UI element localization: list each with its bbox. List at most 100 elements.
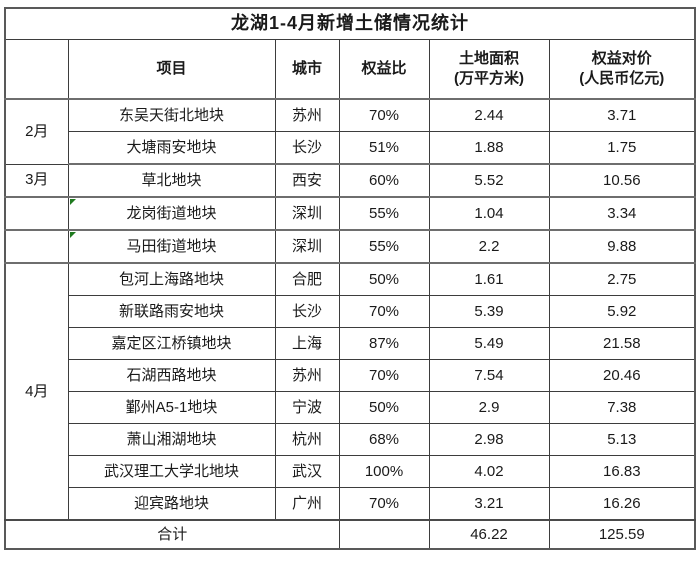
excel-error-indicator-icon <box>69 232 76 238</box>
project-cell: 马田街道地块 <box>67 229 276 264</box>
city-cell: 上海 <box>274 327 340 360</box>
table-title: 龙湖1-4月新增土储情况统计 <box>4 7 696 40</box>
project-cell: 大塘雨安地块 <box>67 131 276 165</box>
table-row: 武汉理工大学北地块 武汉 100% 4.02 16.83 <box>5 455 696 488</box>
equity-ratio-cell: 70% <box>338 295 430 328</box>
project-label: 马田街道地块 <box>126 237 217 255</box>
equity-ratio-cell: 68% <box>338 423 430 456</box>
header-consideration: 权益对价 (人民币亿元) <box>548 39 696 100</box>
table-row: 石湖西路地块 苏州 70% 7.54 20.46 <box>5 359 696 392</box>
project-cell: 包河上海路地块 <box>67 262 276 296</box>
consideration-cell: 1.75 <box>548 131 696 165</box>
consideration-cell: 5.13 <box>548 423 696 456</box>
city-cell: 深圳 <box>274 229 340 264</box>
consideration-cell: 5.92 <box>548 295 696 328</box>
city-cell: 长沙 <box>274 295 340 328</box>
title-row: 龙湖1-4月新增土储情况统计 <box>4 7 696 40</box>
project-cell: 新联路雨安地块 <box>67 295 276 328</box>
consideration-cell: 3.34 <box>548 196 696 231</box>
month-cell-empty <box>4 196 69 231</box>
month-cell-mar: 3月 <box>4 163 69 198</box>
consideration-cell: 2.75 <box>548 262 696 296</box>
land-area-cell: 7.54 <box>428 359 550 392</box>
equity-ratio-cell: 100% <box>338 455 430 488</box>
equity-ratio-cell: 87% <box>338 327 430 360</box>
header-consideration-line1: 权益对价 <box>591 49 652 67</box>
total-equity-ratio-cell <box>338 519 430 550</box>
table-row: 迎宾路地块 广州 70% 3.21 16.26 <box>5 487 696 521</box>
project-label: 龙岗街道地块 <box>126 204 217 222</box>
equity-ratio-cell: 60% <box>338 163 430 198</box>
land-reserve-table: 龙湖1-4月新增土储情况统计 项目 城市 权益比 土地面积 (万平方米) 权益对… <box>4 7 697 550</box>
total-consideration-cell: 125.59 <box>548 519 696 550</box>
excel-error-indicator-icon <box>69 199 76 205</box>
header-land-area-line1: 土地面积 <box>458 49 519 67</box>
equity-ratio-cell: 50% <box>338 391 430 424</box>
city-cell: 苏州 <box>274 359 340 392</box>
project-cell: 草北地块 <box>67 163 276 198</box>
equity-ratio-cell: 55% <box>338 196 430 231</box>
table-row: 马田街道地块 深圳 55% 2.2 9.88 <box>4 229 696 264</box>
consideration-cell: 16.83 <box>548 455 696 488</box>
land-area-cell: 5.49 <box>428 327 550 360</box>
table-row: 新联路雨安地块 长沙 70% 5.39 5.92 <box>5 295 696 328</box>
table-row: 萧山湘湖地块 杭州 68% 2.98 5.13 <box>5 423 696 456</box>
total-row: 合计 46.22 125.59 <box>4 519 696 550</box>
month-cell-apr: 4月 <box>4 262 69 521</box>
consideration-cell: 3.71 <box>548 98 696 132</box>
city-cell: 杭州 <box>274 423 340 456</box>
header-consideration-line2: (人民币亿元) <box>579 70 665 87</box>
equity-ratio-cell: 50% <box>338 262 430 296</box>
header-project: 项目 <box>67 39 276 100</box>
city-cell: 宁波 <box>274 391 340 424</box>
header-row: 项目 城市 权益比 土地面积 (万平方米) 权益对价 (人民币亿元) <box>4 39 696 100</box>
project-cell: 东吴天街北地块 <box>67 98 276 132</box>
land-area-cell: 2.2 <box>428 229 550 264</box>
consideration-cell: 10.56 <box>548 163 696 198</box>
city-cell: 武汉 <box>274 455 340 488</box>
table-row: 2月 东吴天街北地块 苏州 70% 2.44 3.71 <box>4 98 696 165</box>
table-row: 龙岗街道地块 深圳 55% 1.04 3.34 <box>4 196 696 231</box>
city-cell: 西安 <box>274 163 340 198</box>
equity-ratio-cell: 70% <box>338 487 430 521</box>
header-land-area: 土地面积 (万平方米) <box>428 39 550 100</box>
equity-ratio-cell: 51% <box>338 131 430 165</box>
consideration-cell: 9.88 <box>548 229 696 264</box>
header-month <box>4 39 69 100</box>
total-label-cell: 合计 <box>4 519 340 550</box>
header-land-area-line2: (万平方米) <box>454 70 524 87</box>
project-cell: 石湖西路地块 <box>67 359 276 392</box>
header-equity-ratio: 权益比 <box>338 39 430 100</box>
project-cell: 鄞州A5-1地块 <box>67 391 276 424</box>
consideration-cell: 21.58 <box>548 327 696 360</box>
land-area-cell: 2.44 <box>428 98 550 132</box>
consideration-cell: 20.46 <box>548 359 696 392</box>
table-row: 4月 包河上海路地块 合肥 50% 1.61 2.75 <box>4 262 696 521</box>
city-cell: 广州 <box>274 487 340 521</box>
land-area-cell: 1.61 <box>428 262 550 296</box>
land-area-cell: 1.88 <box>428 131 550 165</box>
city-cell: 合肥 <box>274 262 340 296</box>
project-cell: 嘉定区江桥镇地块 <box>67 327 276 360</box>
table-row: 3月 草北地块 西安 60% 5.52 10.56 <box>4 163 696 198</box>
land-area-cell: 2.9 <box>428 391 550 424</box>
table-row: 嘉定区江桥镇地块 上海 87% 5.49 21.58 <box>5 327 696 360</box>
land-area-cell: 1.04 <box>428 196 550 231</box>
equity-ratio-cell: 70% <box>338 98 430 132</box>
project-cell: 迎宾路地块 <box>67 487 276 521</box>
equity-ratio-cell: 70% <box>338 359 430 392</box>
table-row: 鄞州A5-1地块 宁波 50% 2.9 7.38 <box>5 391 696 424</box>
header-city: 城市 <box>274 39 340 100</box>
city-cell: 长沙 <box>274 131 340 165</box>
project-cell: 武汉理工大学北地块 <box>67 455 276 488</box>
city-cell: 深圳 <box>274 196 340 231</box>
equity-ratio-cell: 55% <box>338 229 430 264</box>
land-area-cell: 2.98 <box>428 423 550 456</box>
project-cell: 龙岗街道地块 <box>67 196 276 231</box>
land-reserve-table-container: 龙湖1-4月新增土储情况统计 项目 城市 权益比 土地面积 (万平方米) 权益对… <box>4 7 697 550</box>
table-row: 大塘雨安地块 长沙 51% 1.88 1.75 <box>5 131 696 165</box>
city-cell: 苏州 <box>274 98 340 132</box>
month-cell-empty <box>4 229 69 264</box>
consideration-cell: 16.26 <box>548 487 696 521</box>
project-cell: 萧山湘湖地块 <box>67 423 276 456</box>
